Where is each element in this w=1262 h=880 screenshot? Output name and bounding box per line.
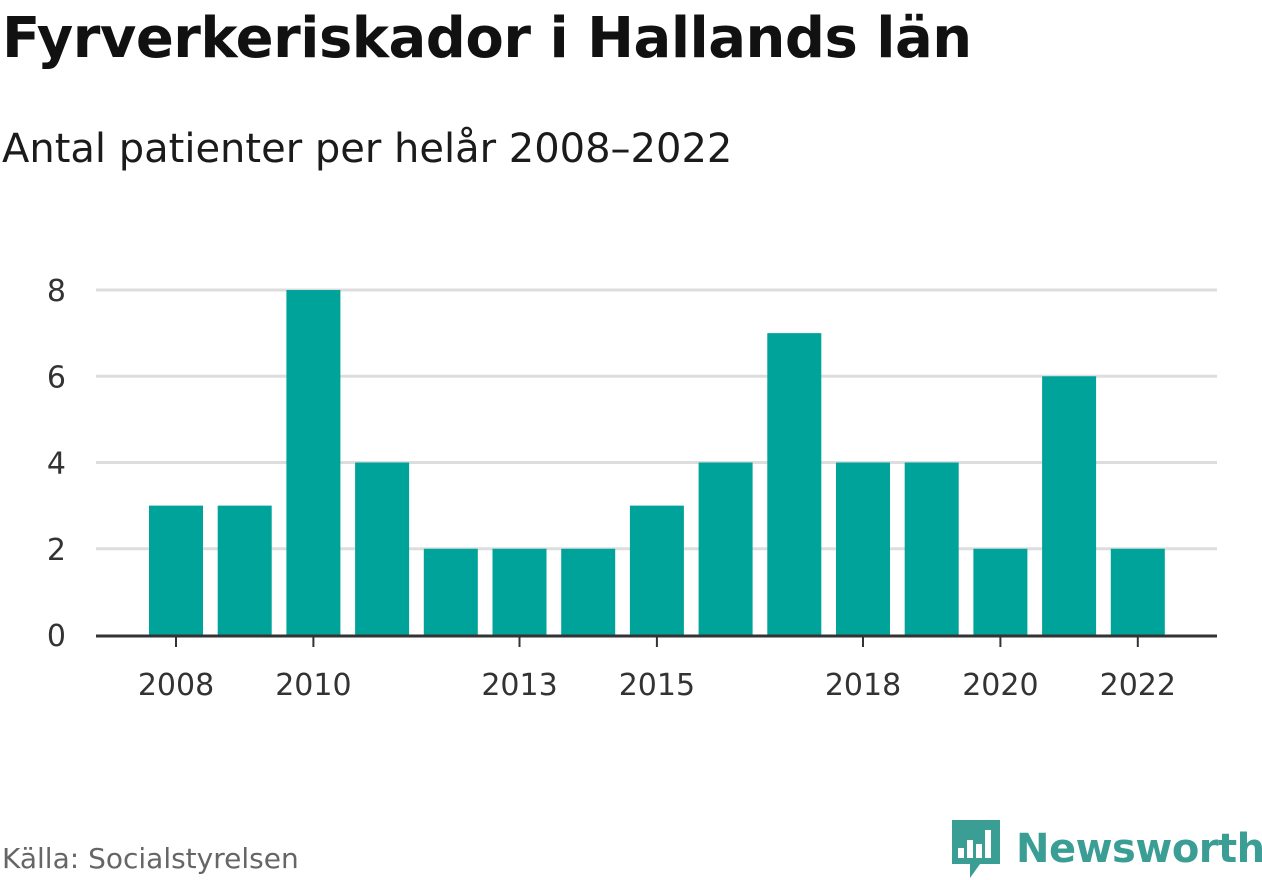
- bar-2008: [149, 505, 203, 635]
- bar-2010: [286, 290, 341, 635]
- brand-name: Newsworthy: [1016, 826, 1262, 872]
- bar-2021: [1042, 376, 1097, 635]
- y-tick-label: 6: [47, 360, 66, 395]
- x-tick-label: 2022: [1100, 668, 1176, 703]
- y-tick-label: 8: [47, 274, 66, 309]
- x-tick-labels: 2008 2010 2013 2015 2018 2020 2022: [138, 668, 1176, 703]
- bar-2018: [836, 462, 890, 635]
- x-tick-label: 2020: [962, 668, 1038, 703]
- bar-2022: [1110, 548, 1165, 635]
- brand: Newsworthy: [950, 818, 1262, 880]
- x-tick-label: 2013: [481, 668, 557, 703]
- y-tick-label: 4: [47, 447, 66, 482]
- newsworthy-logo-icon: [952, 820, 1000, 878]
- x-axis: [96, 634, 1217, 647]
- bar-2014: [561, 548, 616, 635]
- y-tick-label: 0: [47, 619, 66, 654]
- y-tick-label: 2: [47, 533, 66, 568]
- bar-2019: [904, 462, 959, 635]
- x-tick-label: 2010: [275, 668, 351, 703]
- y-tick-labels: 0 2 4 6 8: [47, 274, 66, 654]
- bar-2013: [492, 548, 547, 635]
- x-tick-label: 2015: [619, 668, 695, 703]
- bars: [149, 290, 1165, 635]
- chart-subtitle: Antal patienter per helår 2008–2022: [2, 126, 733, 172]
- chart-title: Fyrverkeriskador i Hallands län: [2, 6, 972, 71]
- bar-2009: [217, 505, 272, 635]
- bar-2017: [767, 333, 822, 635]
- x-tick-label: 2008: [138, 668, 214, 703]
- bar-2012: [423, 548, 478, 635]
- bar-2015: [629, 505, 684, 635]
- bar-2016: [698, 462, 753, 635]
- bar-2011: [355, 462, 410, 635]
- x-tick-label: 2018: [825, 668, 901, 703]
- source-note: Källa: Socialstyrelsen: [2, 842, 299, 875]
- bar-2020: [973, 548, 1028, 635]
